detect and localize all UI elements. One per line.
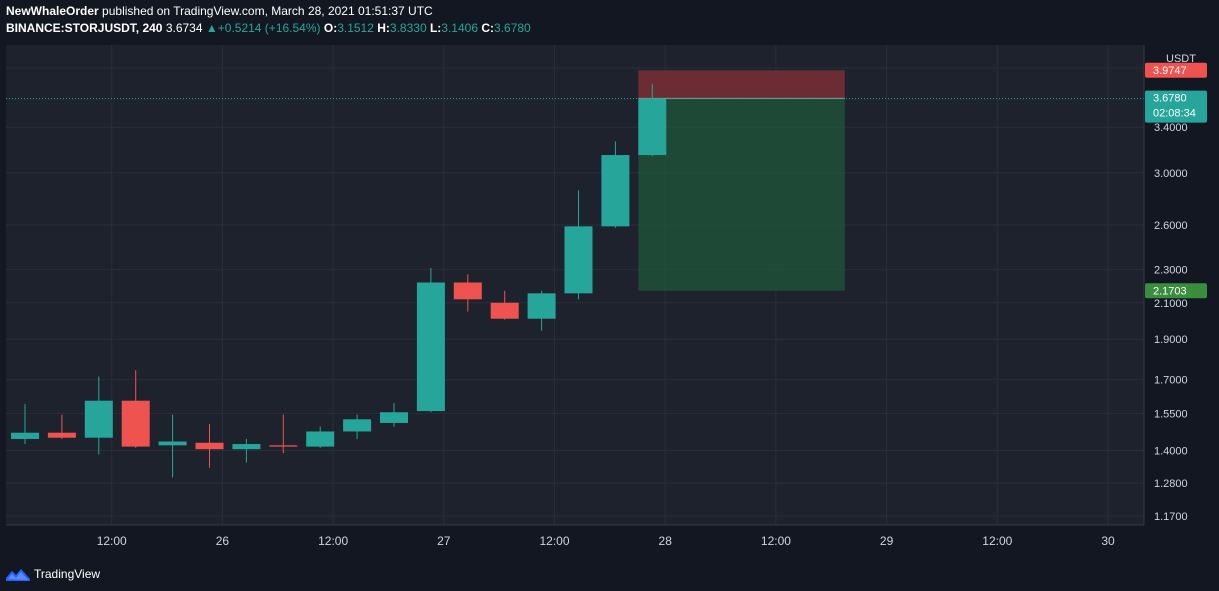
candle-body — [195, 442, 224, 450]
last-price-tag: 3.6780 02:08:34 — [1145, 90, 1207, 123]
x-tick-label: 26 — [216, 534, 230, 548]
candle-body — [564, 226, 593, 294]
x-tick-label: 12:00 — [97, 534, 127, 548]
chart-header: NewWhaleOrder published on TradingView.c… — [6, 4, 1206, 38]
candle-body — [11, 432, 39, 439]
candle-body — [638, 98, 667, 156]
candle-body — [343, 419, 372, 432]
author-name[interactable]: NewWhaleOrder — [6, 4, 99, 18]
candle — [306, 426, 335, 448]
target-price-tag-text: 2.1703 — [1153, 285, 1187, 297]
candle — [527, 290, 556, 331]
price-chart[interactable]: 43.40003.00002.60002.30002.10001.90001.7… — [6, 45, 1213, 555]
y-tick-label: 1.1700 — [1154, 511, 1188, 523]
candle — [158, 414, 187, 478]
brand-name[interactable]: TradingView — [34, 567, 101, 581]
candle — [638, 83, 667, 157]
candle-body — [232, 444, 261, 450]
candle-body — [121, 400, 150, 447]
open-value: 3.1512 — [337, 21, 374, 35]
candle — [564, 190, 593, 300]
up-arrow-icon: ▲ — [205, 21, 218, 35]
candle-series — [11, 83, 667, 478]
publish-line: NewWhaleOrder published on TradingView.c… — [6, 4, 1206, 21]
candle-body — [601, 155, 630, 227]
y-tick-label: 2.1000 — [1154, 298, 1188, 310]
candle-body — [47, 432, 76, 438]
x-tick-label: 28 — [659, 534, 673, 548]
time-axis-panel[interactable] — [6, 525, 1144, 555]
candle — [84, 376, 113, 455]
last-price-tag-text: 3.6780 — [1153, 93, 1187, 105]
symbol-label: BINANCE:STORJUSDT, 240 — [6, 21, 163, 35]
candle — [416, 268, 445, 413]
target-price-tag: 2.1703 — [1145, 283, 1207, 299]
candle-body — [269, 445, 298, 447]
last-price-tag-countdown: 02:08:34 — [1153, 108, 1196, 120]
candle-body — [306, 431, 335, 447]
x-tick-label: 12:00 — [761, 534, 791, 548]
symbol-line: BINANCE:STORJUSDT, 240 3.6734 ▲+0.5214 (… — [6, 21, 1206, 38]
tradingview-logo-icon[interactable] — [6, 567, 30, 581]
take-profit-zone[interactable] — [638, 98, 845, 291]
time-axis: 12:00 26 12:00 27 12:00 28 12:00 29 12:00 30 — [97, 534, 1115, 548]
candle — [601, 141, 630, 228]
open-label: O: — [323, 21, 338, 35]
x-tick-label: 29 — [880, 534, 894, 548]
y-tick-label: 1.9000 — [1154, 334, 1188, 346]
y-tick-label: 1.7000 — [1154, 375, 1188, 387]
candle — [380, 402, 408, 427]
candle — [121, 370, 150, 448]
stop-loss-zone[interactable] — [638, 70, 845, 99]
candle — [269, 414, 298, 454]
low-value: 3.1406 — [441, 21, 478, 35]
position-zones[interactable] — [6, 70, 1144, 291]
candle — [490, 290, 519, 320]
close-label: C: — [481, 21, 495, 35]
stop-price-tag-text: 3.9747 — [1153, 65, 1187, 77]
candle-body — [416, 282, 445, 412]
candle — [343, 414, 372, 439]
candle-body — [380, 412, 408, 423]
x-tick-label: 12:00 — [539, 534, 569, 548]
last-price: 3.6734 — [165, 21, 203, 35]
y-tick-label: 2.6000 — [1154, 220, 1188, 232]
y-tick-label: 1.5500 — [1154, 408, 1188, 420]
y-tick-label: 1.4000 — [1154, 445, 1188, 457]
footer: TradingView — [6, 564, 100, 584]
candle-body — [158, 441, 187, 446]
close-value: 3.6780 — [494, 21, 531, 35]
y-tick-label: 2.3000 — [1154, 265, 1188, 277]
stop-price-tag-bg — [1145, 62, 1207, 78]
target-price-tag-bg — [1145, 283, 1207, 299]
candle-body — [84, 400, 113, 438]
stop-price-tag: 3.9747 — [1145, 62, 1207, 78]
candle — [232, 438, 261, 463]
candle — [47, 414, 76, 439]
x-tick-label: 12:00 — [982, 534, 1012, 548]
candle — [453, 274, 482, 312]
y-unit-label: USDT — [1166, 53, 1196, 65]
y-tick-label: 3.4000 — [1154, 122, 1188, 134]
high-value: 3.8330 — [389, 21, 427, 35]
candle-body — [527, 293, 556, 319]
candle-body — [453, 282, 482, 300]
x-tick-label: 27 — [437, 534, 451, 548]
chart-area[interactable]: 43.40003.00002.60002.30002.10001.90001.7… — [6, 45, 1213, 555]
low-label: L: — [429, 21, 442, 35]
high-label: H: — [377, 21, 390, 35]
last-price-tag-bg — [1145, 90, 1207, 123]
candle — [11, 404, 39, 445]
price-axis: 43.40003.00002.60002.30002.10001.90001.7… — [1154, 53, 1196, 523]
candle — [195, 424, 224, 468]
x-tick-label: 30 — [1101, 534, 1115, 548]
candle-body — [490, 302, 519, 319]
published-info: published on TradingView.com, March 28, … — [102, 4, 433, 18]
price-change: +0.5214 (+16.54%) — [217, 21, 321, 35]
y-tick-label: 3.0000 — [1154, 168, 1188, 180]
x-tick-label: 12:00 — [318, 534, 348, 548]
y-tick-label: 1.2800 — [1154, 478, 1188, 490]
